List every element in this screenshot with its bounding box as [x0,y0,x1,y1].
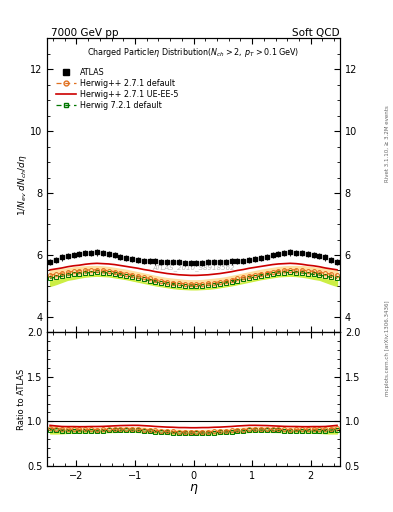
Text: Soft QCD: Soft QCD [292,28,340,38]
Text: mcplots.cern.ch [arXiv:1306.3436]: mcplots.cern.ch [arXiv:1306.3436] [385,301,389,396]
Text: Rivet 3.1.10, ≥ 3.2M events: Rivet 3.1.10, ≥ 3.2M events [385,105,389,182]
Y-axis label: $1/N_{ev}\;dN_{ch}/d\eta$: $1/N_{ev}\;dN_{ch}/d\eta$ [16,154,29,217]
Legend: ATLAS, Herwig++ 2.7.1 default, Herwig++ 2.7.1 UE-EE-5, Herwig 7.2.1 default: ATLAS, Herwig++ 2.7.1 default, Herwig++ … [54,66,180,111]
Text: 7000 GeV pp: 7000 GeV pp [51,28,119,38]
Y-axis label: Ratio to ATLAS: Ratio to ATLAS [17,369,26,430]
X-axis label: $\eta$: $\eta$ [189,482,198,496]
Text: Charged Particle$\eta$ Distribution$(N_{ch}>2,\;p_T>0.1\;\mathrm{GeV})$: Charged Particle$\eta$ Distribution$(N_{… [87,46,300,59]
Text: ATLAS_2010_S8918562: ATLAS_2010_S8918562 [152,264,235,271]
